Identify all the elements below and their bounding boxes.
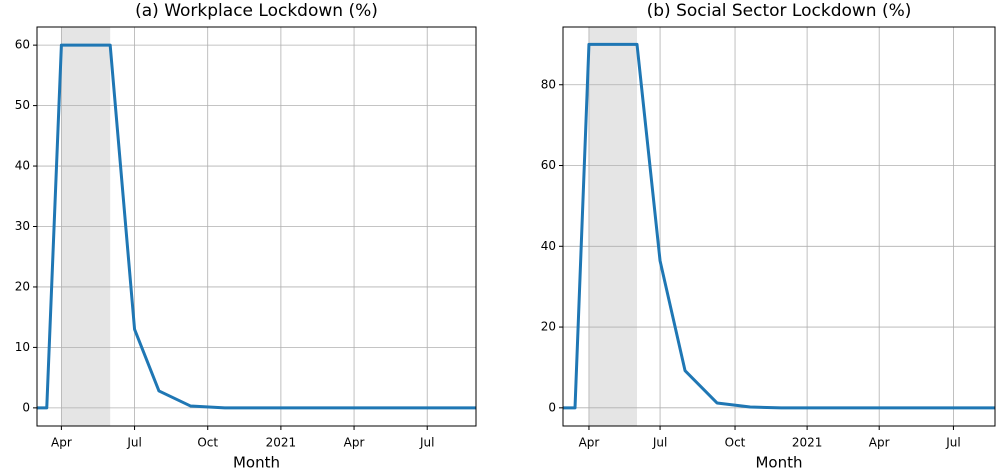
x-tick-label: Jul — [652, 436, 667, 450]
x-axis-label: Month — [755, 454, 802, 472]
x-tick-label: Apr — [579, 436, 600, 450]
chart-title: (a) Workplace Lockdown (%) — [135, 1, 378, 21]
y-tick-label: 10 — [15, 340, 30, 354]
y-tick-label: 60 — [541, 158, 556, 172]
x-tick-label: Jul — [126, 436, 141, 450]
y-tick-label: 60 — [15, 38, 30, 52]
y-tick-label: 80 — [541, 77, 556, 91]
y-tick-label: 0 — [548, 400, 556, 414]
plot-frame — [562, 26, 996, 427]
x-tick-label: Jul — [945, 436, 960, 450]
x-tick-label: 2021 — [792, 436, 823, 450]
x-tick-label: Oct — [197, 436, 218, 450]
x-axis-label: Month — [233, 454, 280, 472]
y-tick-label: 20 — [15, 279, 30, 293]
shaded-region — [588, 27, 638, 426]
y-tick-label: 20 — [541, 320, 556, 334]
y-tick-label: 0 — [22, 400, 30, 414]
data-line — [37, 43, 476, 410]
y-tick-label: 40 — [15, 159, 30, 173]
x-tick-label: Oct — [725, 436, 746, 450]
y-tick-label: 40 — [541, 239, 556, 253]
x-tick-label: 2021 — [266, 436, 297, 450]
y-tick-label: 50 — [15, 98, 30, 112]
x-tick-label: Apr — [869, 436, 890, 450]
x-tick-label: Apr — [51, 436, 72, 450]
x-tick-label: Jul — [419, 436, 434, 450]
chart-title: (b) Social Sector Lockdown (%) — [647, 1, 912, 21]
data-line — [563, 42, 995, 410]
plot-frame — [36, 26, 477, 427]
x-tick-label: Apr — [344, 436, 365, 450]
y-tick-label: 30 — [15, 219, 30, 233]
